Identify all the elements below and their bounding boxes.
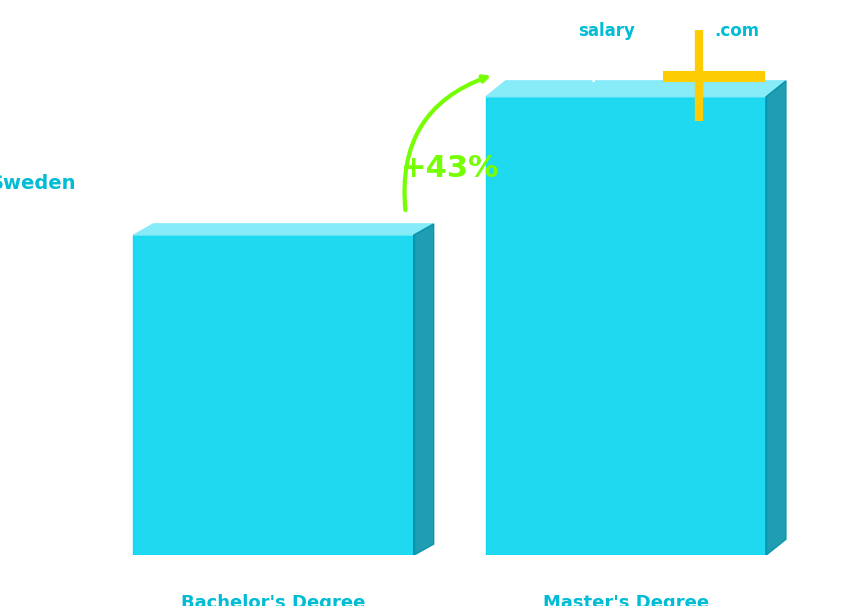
Text: Master's Degree: Master's Degree xyxy=(543,594,709,606)
Text: +43%: +43% xyxy=(400,154,499,183)
Bar xyxy=(485,97,766,555)
Text: .com: .com xyxy=(714,22,759,40)
Text: 74,300 SEK: 74,300 SEK xyxy=(564,64,688,83)
Text: explorer: explorer xyxy=(642,22,721,40)
Text: Sweden: Sweden xyxy=(0,174,76,193)
Text: 51,900 SEK: 51,900 SEK xyxy=(212,202,336,221)
Text: Bachelor's Degree: Bachelor's Degree xyxy=(181,594,366,606)
Text: Pharmacist: Pharmacist xyxy=(34,71,142,90)
Polygon shape xyxy=(766,81,786,555)
Bar xyxy=(133,235,414,555)
Polygon shape xyxy=(133,224,434,235)
Polygon shape xyxy=(414,224,434,555)
Text: Salary Comparison By Education: Salary Comparison By Education xyxy=(34,22,591,51)
Text: salary: salary xyxy=(578,22,635,40)
Text: Average Monthly Salary: Average Monthly Salary xyxy=(818,228,831,378)
Polygon shape xyxy=(485,81,786,97)
